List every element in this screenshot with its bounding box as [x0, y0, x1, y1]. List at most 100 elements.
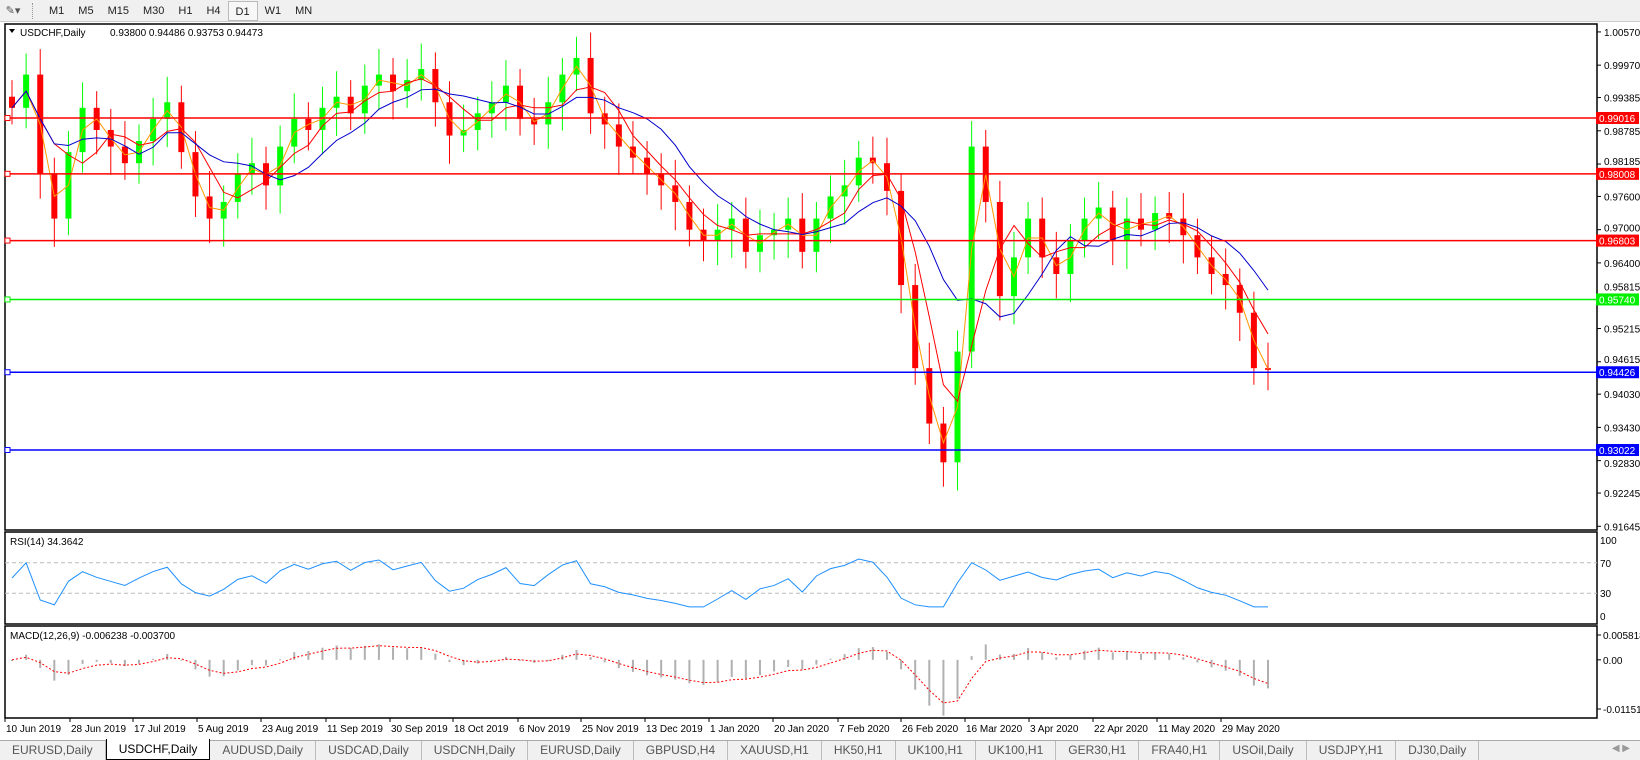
collapse-triangle-icon[interactable]: [9, 29, 15, 33]
macd-histogram-bar: [1224, 659, 1227, 671]
macd-histogram-bar: [589, 657, 592, 660]
macd-histogram-bar: [1111, 652, 1114, 660]
timeframe-mn[interactable]: MN: [295, 4, 313, 17]
macd-histogram-bar: [871, 647, 874, 660]
chart-tab[interactable]: USDCNH,Daily: [422, 741, 529, 760]
rsi-line: [11, 558, 1268, 608]
chart-tab[interactable]: FRA40,H1: [1139, 741, 1221, 760]
macd-histogram-bar: [349, 648, 352, 660]
macd-histogram-bar: [900, 659, 903, 670]
date-axis-label: 16 Mar 2020: [966, 724, 1023, 735]
macd-histogram-bar: [631, 659, 634, 672]
macd-histogram-bar: [67, 659, 70, 675]
chart-tab[interactable]: USOil,Daily: [1220, 741, 1307, 760]
level-anchor-handle[interactable]: [4, 115, 11, 121]
tab-scroll-arrows-icon[interactable]: ◀ ▶: [1611, 743, 1630, 754]
macd-histogram-bar: [490, 659, 493, 661]
timeframe-h1[interactable]: H1: [178, 4, 193, 17]
chart-tab[interactable]: USDCHF,Daily: [105, 739, 211, 760]
level-anchor-handle[interactable]: [4, 170, 11, 177]
chart-tab[interactable]: USDCAD,Daily: [316, 741, 422, 760]
price-axis-label: 0.98785: [1604, 127, 1640, 138]
timeframe-w1[interactable]: W1: [264, 4, 282, 17]
timeframe-toolbar: ✎▾ M1 M5 M15 M30 H1 H4 D1 W1 MN: [0, 0, 1640, 22]
price-axis-label: 1.00570: [1604, 28, 1640, 39]
macd-histogram-bar: [885, 651, 888, 660]
macd-histogram-bar: [335, 645, 338, 660]
date-axis-label: 11 Sep 2019: [327, 724, 383, 735]
date-axis-label: 11 May 2020: [1158, 724, 1216, 735]
level-anchor-handle[interactable]: [4, 447, 11, 454]
macd-histogram-bar: [1055, 657, 1058, 660]
macd-histogram-bar: [1083, 650, 1086, 660]
level-price-tag: [1596, 293, 1639, 306]
date-axis-label: 17 Jul 2019: [134, 724, 186, 735]
macd-histogram-bar: [123, 659, 126, 667]
timeframe-m15[interactable]: M15: [107, 4, 129, 17]
chart-tab[interactable]: EURUSD,Daily: [0, 741, 106, 760]
chart-tab[interactable]: GBPUSD,H4: [634, 741, 729, 760]
macd-histogram-bar: [462, 659, 465, 666]
draw-tools-icon[interactable]: ✎▾: [5, 5, 21, 17]
price-axis-label: 0.94615: [1604, 355, 1640, 366]
chart-tab[interactable]: USDJPY,H1: [1307, 741, 1397, 760]
macd-histogram-bar: [53, 659, 56, 681]
macd-axis-label: -0.011514: [1603, 705, 1640, 716]
price-axis-label: 0.92245: [1604, 489, 1640, 500]
macd-histogram-bar: [843, 654, 846, 660]
price-axis-label: 0.97000: [1604, 224, 1640, 235]
timeframe-d1[interactable]: D1: [227, 0, 258, 21]
ma-slow-line: [11, 88, 1269, 318]
macd-histogram-bar: [250, 659, 253, 666]
macd-histogram-bar: [702, 659, 705, 685]
chart-tab[interactable]: AUDUSD,Daily: [210, 741, 317, 760]
macd-histogram-bar: [575, 650, 578, 660]
level-anchor-handle[interactable]: [4, 296, 11, 303]
level-price-label: 0.98008: [1599, 170, 1636, 181]
macd-histogram-bar: [815, 659, 818, 665]
chart-tab[interactable]: HK50,H1: [822, 741, 896, 760]
macd-histogram-bar: [109, 659, 112, 664]
macd-histogram-bar: [434, 653, 437, 660]
chart-tab[interactable]: XAUUSD,H1: [728, 741, 822, 760]
chart-tab[interactable]: DJ30,Daily: [1396, 741, 1480, 760]
macd-histogram-bar: [39, 659, 42, 669]
macd-histogram-bar: [1168, 653, 1171, 660]
macd-histogram-bar: [1210, 659, 1213, 668]
timeframe-m30[interactable]: M30: [142, 4, 165, 17]
macd-histogram-bar: [1069, 654, 1072, 660]
macd-histogram-bar: [1012, 653, 1015, 660]
macd-histogram-bar: [928, 659, 931, 706]
chart-area[interactable]: 1.00570 0.99970 0.99385 0.98785 0.98185 0.976…: [0, 22, 1640, 742]
timeframe-m1[interactable]: M1: [49, 4, 65, 17]
macd-histogram-bar: [194, 659, 197, 670]
chart-tab[interactable]: EURUSD,Daily: [528, 741, 634, 760]
date-axis-label: 10 Jun 2019: [6, 724, 61, 735]
chart-tab[interactable]: GER30,H1: [1056, 741, 1140, 760]
date-axis-label: 22 Apr 2020: [1094, 724, 1148, 735]
macd-histogram-bar: [321, 647, 324, 660]
level-price-label: 0.99016: [1599, 114, 1636, 125]
macd-signal-line: [11, 645, 1269, 704]
level-anchor-handle[interactable]: [4, 237, 11, 244]
macd-histogram-bar: [519, 659, 522, 661]
level-price-label: 0.95740: [1599, 295, 1636, 306]
chart-tab[interactable]: UK100,H1: [896, 741, 976, 760]
timeframe-h4[interactable]: H4: [206, 4, 221, 17]
candle-body: [1265, 368, 1271, 370]
level-anchor-handle[interactable]: [4, 369, 11, 376]
macd-histogram-bar: [744, 659, 747, 679]
date-axis-label: 5 Aug 2019: [198, 724, 249, 735]
macd-histogram-bar: [688, 659, 691, 684]
macd-histogram-bar: [81, 659, 84, 664]
timeframe-m5[interactable]: M5: [78, 4, 94, 17]
rsi-panel: [4, 531, 1598, 625]
date-axis-label: 18 Oct 2019: [454, 724, 509, 735]
macd-histogram-bar: [674, 659, 677, 680]
macd-histogram-bar: [956, 659, 959, 699]
chart-tab[interactable]: UK100,H1: [976, 741, 1057, 760]
macd-histogram-bar: [1097, 647, 1100, 660]
macd-histogram-bar: [758, 659, 761, 676]
macd-histogram-bar: [1125, 651, 1128, 660]
macd-histogram-bar: [970, 656, 973, 660]
